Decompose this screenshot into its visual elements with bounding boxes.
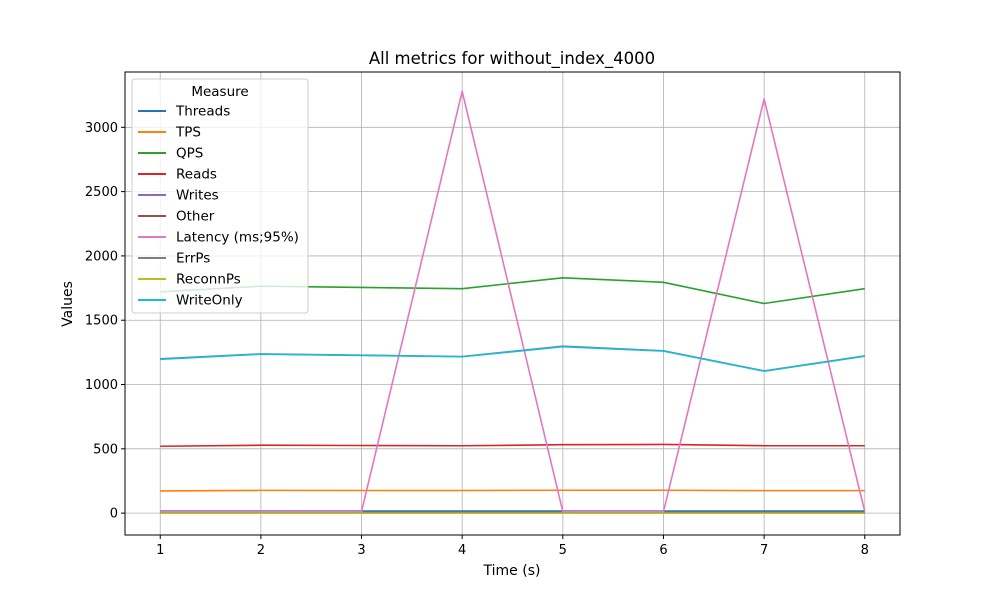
legend-label-tps: TPS: [175, 125, 201, 141]
y-tick-label: 500: [93, 442, 118, 457]
legend-label-other: Other: [176, 209, 215, 225]
x-tick-label: 6: [659, 543, 667, 558]
legend-label-writes: Writes: [176, 188, 219, 204]
legend-label-errps: ErrPs: [176, 251, 210, 267]
legend-label-reconnps: ReconnPs: [176, 272, 241, 288]
x-tick-label: 8: [861, 543, 869, 558]
y-tick-label: 3000: [85, 121, 118, 136]
legend-label-writeonly: WriteOnly: [176, 293, 243, 309]
legend: Measure Threads TPS QPS Reads Writes Other Lat…: [131, 78, 309, 314]
y-tick-label: 0: [110, 507, 118, 522]
x-tick-label: 4: [458, 543, 466, 558]
x-tick-label: 1: [156, 543, 164, 558]
plot-frame: [124, 71, 901, 536]
y-tick-label: 1000: [85, 378, 118, 393]
x-axis-label: Time (s): [483, 563, 541, 579]
legend-title: Measure: [191, 84, 248, 100]
legend-label-latency-ms-95: Latency (ms;95%): [176, 230, 299, 246]
x-tick-label: 5: [559, 543, 567, 558]
legend-label-reads: Reads: [176, 167, 217, 183]
legend-label-qps: QPS: [176, 146, 203, 162]
y-tick-label: 2000: [85, 249, 118, 264]
series-line-reads: [160, 443, 865, 448]
x-tick-label: 3: [357, 543, 365, 558]
legend-label-threads: Threads: [175, 104, 230, 120]
y-tick-label: 1500: [85, 314, 118, 329]
series-line-latency-ms-95: [160, 90, 866, 513]
legend-box: [131, 78, 309, 314]
x-tick-label: 2: [257, 543, 265, 558]
series-line-tps: [160, 489, 865, 492]
y-axis-label: Values: [60, 281, 76, 327]
x-tick-label: 7: [760, 543, 768, 558]
axis-ticks: 1 2 3 4 5 6 7 8 0 500 1000 1500 2000 2500 3000: [85, 121, 869, 558]
chart-title: All metrics for without_index_4000: [369, 49, 655, 69]
series-line-writeonly: [160, 345, 865, 372]
y-tick-label: 2500: [85, 185, 118, 200]
